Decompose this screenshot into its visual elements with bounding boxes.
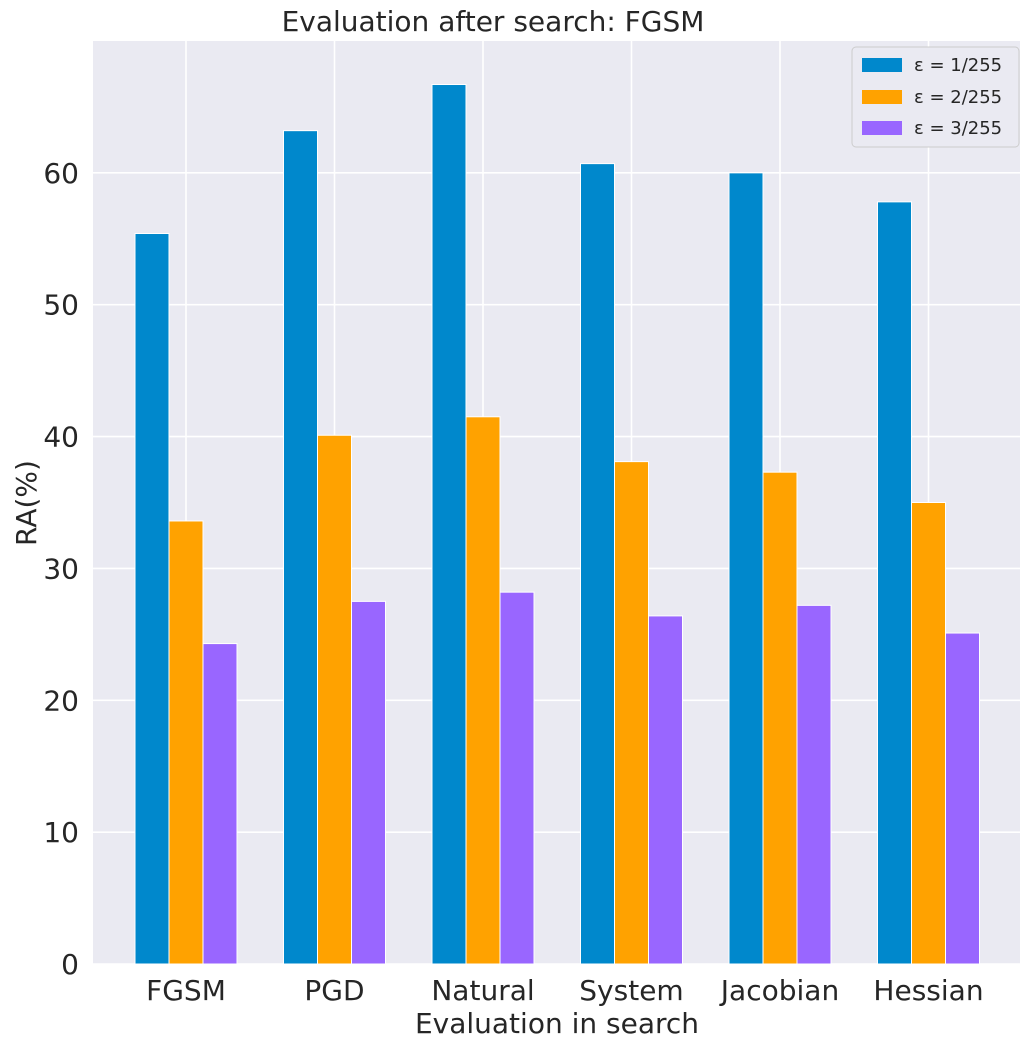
bars — [134, 84, 980, 965]
bar — [465, 416, 501, 965]
x-tick-label: Jacobian — [719, 974, 839, 1007]
bar — [911, 502, 946, 965]
bar — [134, 233, 170, 965]
bar — [202, 643, 238, 965]
x-tick-label: System — [579, 974, 683, 1007]
x-tick-labels: FGSM PGD Natural System Jacobian Hessian — [146, 974, 983, 1007]
bar — [351, 600, 386, 965]
bar — [648, 615, 683, 965]
bar — [283, 130, 318, 965]
y-tick-label: 50 — [43, 289, 79, 322]
bar — [877, 201, 912, 965]
y-axis-label: RA(%) — [10, 460, 43, 546]
chart-title: Evaluation after search: FGSM — [282, 5, 705, 38]
legend-label-3: ε = 3/255 — [914, 118, 1002, 139]
bar — [796, 604, 832, 965]
legend-label-1: ε = 1/255 — [914, 55, 1002, 76]
y-tick-label: 20 — [43, 684, 79, 717]
y-tick-label: 0 — [61, 948, 79, 981]
x-axis-label: Evaluation in search — [415, 1007, 699, 1040]
y-tick-label: 30 — [43, 552, 79, 585]
legend-swatch-3 — [862, 121, 902, 135]
plot-background — [93, 41, 1020, 964]
bar — [728, 172, 764, 965]
y-tick-label: 40 — [43, 421, 79, 454]
x-tick-label: Hessian — [873, 974, 983, 1007]
bar — [580, 163, 615, 965]
y-tick-label: 60 — [43, 157, 79, 190]
bar — [762, 471, 798, 965]
bar — [168, 520, 204, 965]
bar — [431, 84, 467, 965]
y-tick-label: 10 — [43, 816, 79, 849]
bar — [945, 632, 980, 965]
legend-swatch-2 — [862, 90, 902, 104]
y-tick-labels: 0 10 20 30 40 50 60 — [43, 157, 79, 981]
bar — [499, 591, 535, 965]
x-tick-label: Natural — [431, 974, 534, 1007]
legend-swatch-1 — [862, 58, 902, 72]
bar — [614, 461, 649, 965]
legend: ε = 1/255 ε = 2/255 ε = 3/255 — [851, 46, 1020, 148]
legend-label-2: ε = 2/255 — [914, 87, 1002, 108]
x-tick-label: PGD — [304, 974, 364, 1007]
x-tick-label: FGSM — [146, 974, 226, 1007]
bar — [317, 434, 352, 965]
